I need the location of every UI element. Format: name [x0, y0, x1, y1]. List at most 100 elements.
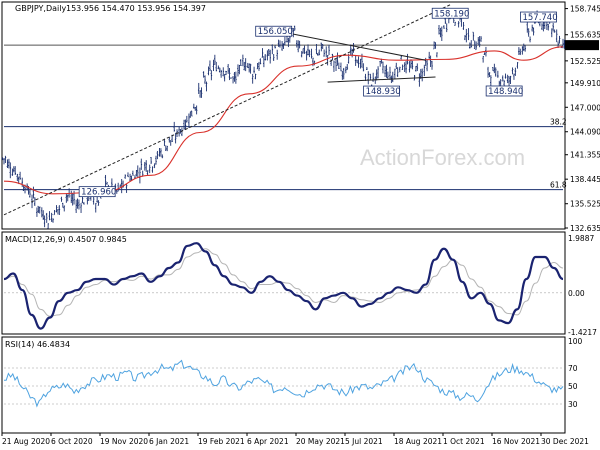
candle — [454, 21, 456, 26]
candle — [439, 27, 442, 38]
rsi-tick-label: 50 — [568, 382, 578, 391]
candle — [555, 29, 558, 43]
candle — [233, 72, 236, 82]
candle — [186, 115, 188, 123]
candle — [341, 70, 344, 80]
candle — [445, 23, 448, 33]
candle — [60, 196, 63, 202]
candle — [333, 60, 335, 72]
candle — [261, 48, 264, 58]
candle — [509, 75, 512, 84]
x-tick-label: 19 Feb 2021 — [198, 437, 245, 446]
candle — [300, 51, 303, 58]
candle — [115, 190, 118, 194]
candle — [214, 54, 216, 65]
candle — [254, 73, 257, 80]
candle — [248, 63, 250, 73]
candle — [550, 28, 553, 38]
candle — [194, 107, 197, 111]
candle — [256, 62, 259, 70]
candle — [398, 66, 401, 73]
candle — [326, 54, 329, 66]
candle — [215, 61, 218, 72]
candle — [34, 197, 36, 206]
candle — [416, 63, 419, 72]
candle — [292, 27, 295, 38]
candle — [106, 182, 108, 185]
candle — [310, 48, 313, 59]
candle — [78, 199, 80, 210]
x-tick-label: 18 Aug 2021 — [394, 437, 442, 446]
macd-line — [3, 242, 564, 330]
x-tick-label: 20 May 2021 — [296, 437, 345, 446]
candle — [166, 145, 169, 152]
x-tick-label: 6 Jan 2021 — [149, 437, 189, 446]
candle — [482, 56, 484, 63]
candle — [323, 49, 325, 57]
candle — [375, 69, 378, 81]
candle — [513, 73, 515, 80]
candle — [243, 61, 246, 71]
candle — [506, 74, 509, 84]
candle — [169, 140, 172, 146]
candle — [155, 155, 157, 165]
candle — [367, 71, 370, 85]
candle — [153, 163, 156, 169]
candle — [195, 105, 198, 115]
candle — [136, 165, 139, 178]
candle — [266, 50, 269, 61]
candle — [338, 62, 340, 69]
candle — [45, 212, 48, 223]
candle — [225, 70, 227, 76]
y-tick-label: 149.910 — [570, 79, 600, 88]
candle — [71, 193, 74, 206]
candle — [501, 75, 504, 82]
candle — [457, 21, 460, 28]
candle — [325, 46, 328, 58]
x-tick-label: 6 Oct 2020 — [51, 437, 93, 446]
candle — [37, 205, 40, 213]
candle — [287, 37, 290, 48]
x-tick-label: 21 Aug 2020 — [2, 437, 50, 446]
candle — [259, 58, 262, 65]
candle — [391, 71, 394, 83]
candle — [328, 44, 330, 56]
candle — [527, 28, 530, 37]
candle — [202, 71, 205, 78]
candle — [251, 73, 254, 84]
candle — [183, 119, 185, 130]
macd-signal-line — [3, 248, 564, 317]
macd-tick-label: -1.4217 — [568, 328, 597, 337]
candle — [438, 24, 440, 35]
candle — [352, 42, 355, 53]
candle — [473, 40, 476, 49]
candle — [563, 39, 566, 49]
candle — [488, 72, 491, 78]
candle — [318, 49, 321, 56]
candle — [518, 47, 520, 55]
candle — [279, 40, 281, 48]
candle — [298, 40, 301, 49]
candle — [434, 42, 437, 49]
candle — [441, 26, 443, 41]
candle — [124, 174, 126, 179]
rsi-tick-label: 70 — [568, 364, 578, 373]
svg-text:154.397: 154.397 — [567, 41, 598, 50]
candle — [151, 166, 154, 173]
candle — [405, 60, 407, 74]
candle — [401, 64, 404, 70]
macd-pane — [1, 231, 566, 335]
candle — [168, 137, 171, 143]
candle — [227, 63, 229, 74]
candle — [150, 157, 152, 165]
candle — [469, 42, 471, 49]
candle — [239, 59, 242, 66]
candle — [156, 150, 159, 160]
candle — [148, 164, 151, 174]
x-tick-label: 19 Nov 2020 — [100, 437, 148, 446]
candle — [475, 41, 477, 51]
candle — [356, 59, 358, 64]
candle — [389, 66, 391, 80]
candle — [220, 69, 222, 78]
candle — [140, 158, 143, 170]
